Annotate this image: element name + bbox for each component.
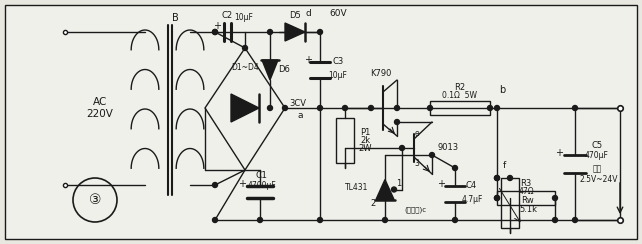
Polygon shape <box>231 94 259 122</box>
Circle shape <box>573 105 578 111</box>
Circle shape <box>453 217 458 223</box>
Circle shape <box>507 175 512 181</box>
Circle shape <box>213 217 218 223</box>
Circle shape <box>453 165 458 171</box>
Text: K790: K790 <box>370 69 392 78</box>
Circle shape <box>268 30 272 34</box>
Text: 3CV: 3CV <box>290 99 306 108</box>
Polygon shape <box>285 23 305 41</box>
Circle shape <box>553 195 557 201</box>
Circle shape <box>318 105 322 111</box>
Circle shape <box>257 217 263 223</box>
Text: 10μF: 10μF <box>329 71 347 80</box>
Bar <box>430 101 490 115</box>
Text: C4: C4 <box>465 182 476 191</box>
Text: a: a <box>297 111 303 120</box>
Text: (参考点)c: (参考点)c <box>404 207 426 213</box>
Circle shape <box>213 183 218 187</box>
Text: b: b <box>499 85 505 95</box>
Text: 470μF: 470μF <box>585 151 609 160</box>
Text: C1: C1 <box>256 171 268 180</box>
Circle shape <box>369 105 374 111</box>
Text: 2.5V~24V: 2.5V~24V <box>580 175 618 184</box>
Text: d: d <box>305 10 311 19</box>
Text: +: + <box>555 148 563 158</box>
Circle shape <box>494 195 499 201</box>
Text: +: + <box>238 179 246 189</box>
Bar <box>501 178 519 228</box>
Circle shape <box>494 195 499 201</box>
Text: D6: D6 <box>278 65 290 74</box>
Circle shape <box>487 105 492 111</box>
Text: 2W: 2W <box>358 144 372 153</box>
Text: R3: R3 <box>521 179 532 187</box>
Circle shape <box>243 45 248 51</box>
Text: C5: C5 <box>591 142 603 151</box>
Circle shape <box>428 105 433 111</box>
Circle shape <box>268 105 272 111</box>
Text: 4.7μF: 4.7μF <box>462 194 483 203</box>
Text: +: + <box>304 55 312 65</box>
Circle shape <box>494 175 499 181</box>
Circle shape <box>318 30 322 34</box>
Text: C2: C2 <box>221 11 232 20</box>
Text: Rw: Rw <box>521 196 534 205</box>
Circle shape <box>394 105 399 111</box>
Bar <box>336 118 354 163</box>
Circle shape <box>429 152 435 157</box>
Circle shape <box>553 217 557 223</box>
Text: 9013: 9013 <box>437 143 458 152</box>
Text: R2: R2 <box>455 83 465 92</box>
Text: +: + <box>213 21 221 31</box>
Text: 47Ω: 47Ω <box>518 186 534 195</box>
Text: B: B <box>171 13 178 23</box>
Polygon shape <box>376 180 394 200</box>
Circle shape <box>394 120 399 124</box>
Text: +: + <box>437 179 445 189</box>
Circle shape <box>282 105 288 111</box>
Circle shape <box>318 217 322 223</box>
Text: TL431: TL431 <box>345 183 369 192</box>
Circle shape <box>342 105 347 111</box>
Circle shape <box>383 217 388 223</box>
Text: AC
220V: AC 220V <box>87 97 114 119</box>
Circle shape <box>399 145 404 151</box>
Text: C3: C3 <box>333 58 343 67</box>
Circle shape <box>213 30 218 34</box>
Circle shape <box>573 217 578 223</box>
Text: 4700μF: 4700μF <box>248 181 276 190</box>
Bar <box>497 191 555 205</box>
Text: 2: 2 <box>370 200 376 209</box>
Text: D1~D4: D1~D4 <box>231 63 259 72</box>
Text: 2k: 2k <box>360 136 370 145</box>
Polygon shape <box>262 60 278 80</box>
Text: 3: 3 <box>415 160 419 169</box>
Text: e: e <box>415 130 419 139</box>
Circle shape <box>494 175 499 181</box>
Text: 1: 1 <box>396 179 402 188</box>
Circle shape <box>494 105 499 111</box>
Text: 60V: 60V <box>329 10 347 19</box>
Text: 10μF: 10μF <box>234 13 254 22</box>
Text: P1: P1 <box>360 128 370 137</box>
Text: 5.1k: 5.1k <box>519 205 537 214</box>
Circle shape <box>392 187 397 192</box>
Text: ③: ③ <box>89 193 101 207</box>
Text: 0.1Ω  5W: 0.1Ω 5W <box>442 92 478 101</box>
Text: f: f <box>503 162 506 171</box>
Circle shape <box>213 30 218 34</box>
Text: D5: D5 <box>289 10 301 20</box>
Text: 输出: 输出 <box>593 164 602 173</box>
